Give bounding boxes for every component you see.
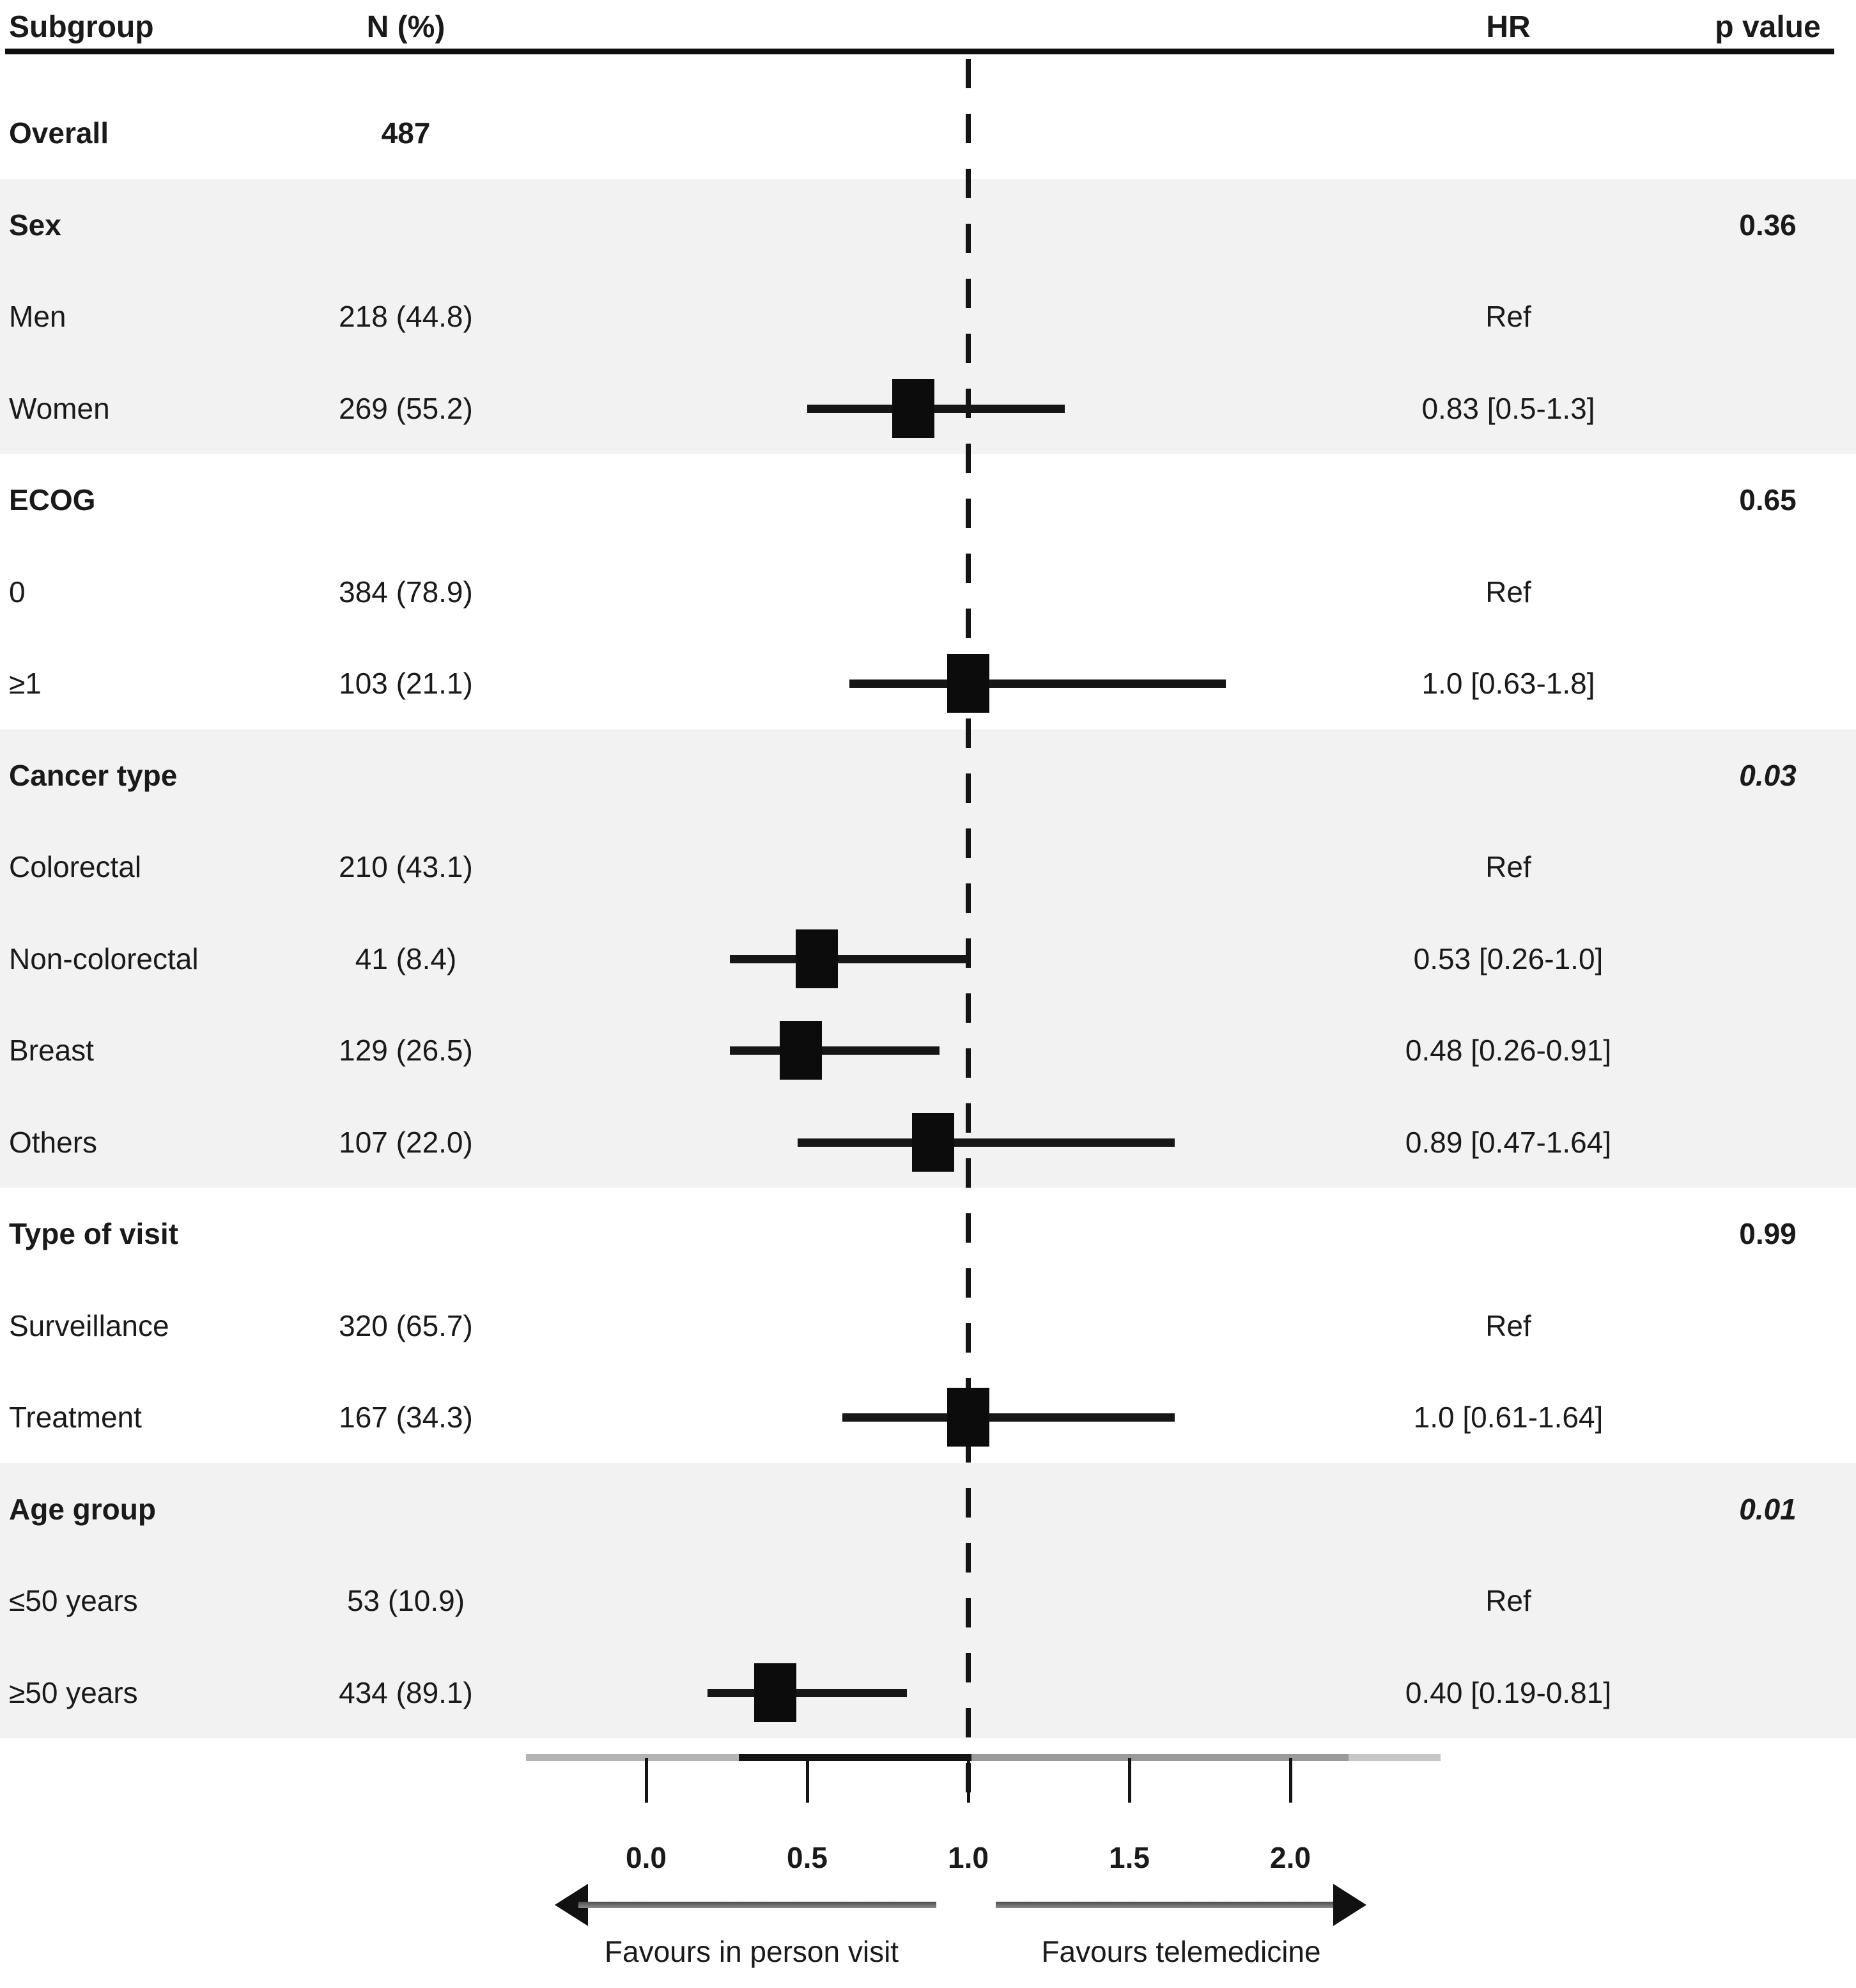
reference-dashed-line [966, 59, 971, 1800]
p-value: 0.03 [1739, 758, 1797, 792]
ci-line [842, 1413, 1175, 1422]
n-value: 107 (22.0) [339, 1125, 473, 1159]
subgroup-label: Sex [9, 208, 61, 242]
ci-line [849, 679, 1226, 688]
hr-value: Ref [1485, 1584, 1531, 1617]
axis-tick [967, 1758, 970, 1803]
column-header-hr: HR [1486, 10, 1531, 44]
hr-value: 1.0 [0.63-1.8] [1421, 667, 1595, 700]
header-rule [5, 49, 1834, 54]
point-estimate-marker [947, 654, 989, 713]
axis-tick-label: 0.0 [626, 1841, 667, 1874]
hr-value: Ref [1485, 850, 1531, 883]
ci-line [807, 404, 1065, 413]
subgroup-label: Cancer type [9, 758, 178, 792]
subgroup-label: Men [9, 300, 66, 333]
ci-line [730, 1046, 940, 1055]
ci-line [797, 1138, 1175, 1147]
p-value: 0.65 [1739, 483, 1797, 516]
favours-right-label: Favours telemedicine [1041, 1935, 1321, 1968]
ci-line [730, 954, 968, 963]
n-value: 487 [381, 116, 431, 150]
axis-tick [806, 1758, 809, 1803]
point-estimate-marker [911, 1112, 954, 1172]
n-value: 434 (89.1) [339, 1675, 473, 1709]
subgroup-label: Age group [9, 1492, 156, 1526]
axis-line [971, 1754, 1349, 1761]
hr-value: 0.53 [0.26-1.0] [1413, 942, 1604, 975]
n-value: 129 (26.5) [339, 1034, 473, 1067]
axis-tick-label: 1.0 [948, 1841, 989, 1874]
hr-value: 1.0 [0.61-1.64] [1413, 1401, 1604, 1434]
right-arrow-shaft [996, 1902, 1333, 1908]
p-value: 0.01 [1739, 1492, 1797, 1526]
column-header-pvalue: p value [1715, 10, 1821, 44]
n-value: 218 (44.8) [339, 300, 473, 333]
point-estimate-marker [796, 929, 839, 988]
left-arrow-shaft [578, 1902, 936, 1908]
subgroup-label: Colorectal [9, 850, 142, 883]
subgroup-label: Women [9, 391, 110, 425]
subgroup-label: Breast [9, 1034, 94, 1067]
right-arrowhead-icon [1333, 1884, 1366, 1926]
axis-tick-label: 1.5 [1109, 1841, 1150, 1874]
column-header-subgroup: Subgroup [9, 10, 154, 44]
n-value: 384 (78.9) [339, 575, 473, 609]
subgroup-label: ≥1 [9, 667, 42, 700]
axis-line [526, 1754, 739, 1761]
hr-value: 0.83 [0.5-1.3] [1421, 391, 1595, 425]
axis-tick-label: 2.0 [1270, 1841, 1311, 1874]
subgroup-label: Surveillance [9, 1309, 169, 1342]
axis-tick-label: 0.5 [787, 1841, 828, 1874]
hr-value: Ref [1485, 575, 1531, 609]
subgroup-label: 0 [9, 575, 26, 609]
n-value: 103 (21.1) [339, 667, 473, 700]
hr-value: Ref [1485, 1309, 1531, 1342]
n-value: 167 (34.3) [339, 1401, 473, 1434]
point-estimate-marker [754, 1663, 796, 1722]
n-value: 53 (10.9) [346, 1584, 465, 1617]
shaded-band [0, 1463, 1856, 1739]
n-value: 41 (8.4) [355, 942, 457, 975]
column-header-n: N (%) [366, 10, 445, 44]
hr-value: 0.89 [0.47-1.64] [1405, 1125, 1612, 1159]
n-value: 210 (43.1) [339, 850, 473, 883]
hr-value: 0.40 [0.19-0.81] [1405, 1675, 1612, 1709]
axis-tick [645, 1758, 648, 1803]
axis-tick [1289, 1758, 1292, 1803]
hr-value: 0.48 [0.26-0.91] [1405, 1034, 1612, 1067]
point-estimate-marker [892, 378, 935, 438]
subgroup-label: ECOG [9, 483, 96, 516]
point-estimate-marker [947, 1388, 989, 1447]
subgroup-label: Treatment [9, 1401, 142, 1434]
subgroup-label: Non-colorectal [9, 942, 199, 975]
axis-line [739, 1754, 971, 1761]
subgroup-label: Others [9, 1125, 98, 1159]
n-value: 269 (55.2) [339, 391, 473, 425]
ci-line [707, 1688, 908, 1697]
p-value: 0.99 [1739, 1217, 1797, 1250]
subgroup-label: Type of visit [9, 1217, 178, 1250]
hr-value: Ref [1485, 300, 1531, 333]
axis-tick [1128, 1758, 1131, 1803]
n-value: 320 (65.7) [339, 1309, 473, 1342]
subgroup-label: Overall [9, 116, 109, 150]
point-estimate-marker [779, 1021, 822, 1080]
favours-left-label: Favours in person visit [604, 1935, 899, 1968]
axis-line [1349, 1754, 1441, 1761]
subgroup-label: ≥50 years [9, 1675, 138, 1709]
subgroup-label: ≤50 years [9, 1584, 138, 1617]
p-value: 0.36 [1739, 208, 1797, 242]
